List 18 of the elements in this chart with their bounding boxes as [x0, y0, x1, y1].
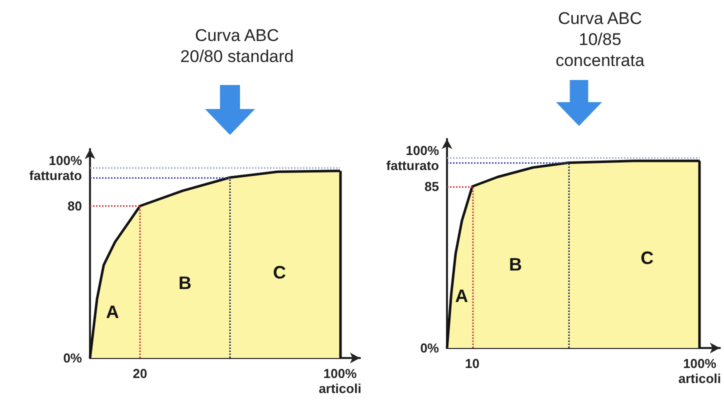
y-tick-label: 0%: [63, 350, 82, 366]
y-tick-label: 100% fatturato: [386, 143, 440, 173]
annotation: A: [455, 286, 468, 306]
annotation: A: [106, 302, 119, 322]
y-tick-label: 80: [68, 198, 82, 214]
y-tick-label: 0%: [420, 340, 440, 356]
chart-title: Curva ABC 10/85 concentrata: [556, 9, 645, 70]
chart-title: Curva ABC 20/80 standard: [180, 26, 294, 66]
y-tick-label: 100% fatturato: [29, 153, 82, 183]
annotation: C: [273, 262, 286, 282]
x-tick-label: 10: [465, 356, 480, 371]
annotation: C: [640, 248, 654, 268]
x-tick-label: 20: [132, 366, 148, 381]
y-tick-label: 85: [424, 179, 439, 194]
x-tick-label: 100% articoli: [318, 366, 362, 396]
annotation: B: [508, 254, 522, 274]
x-tick-label: 100% articoli: [678, 356, 721, 386]
annotation: B: [178, 272, 192, 293]
